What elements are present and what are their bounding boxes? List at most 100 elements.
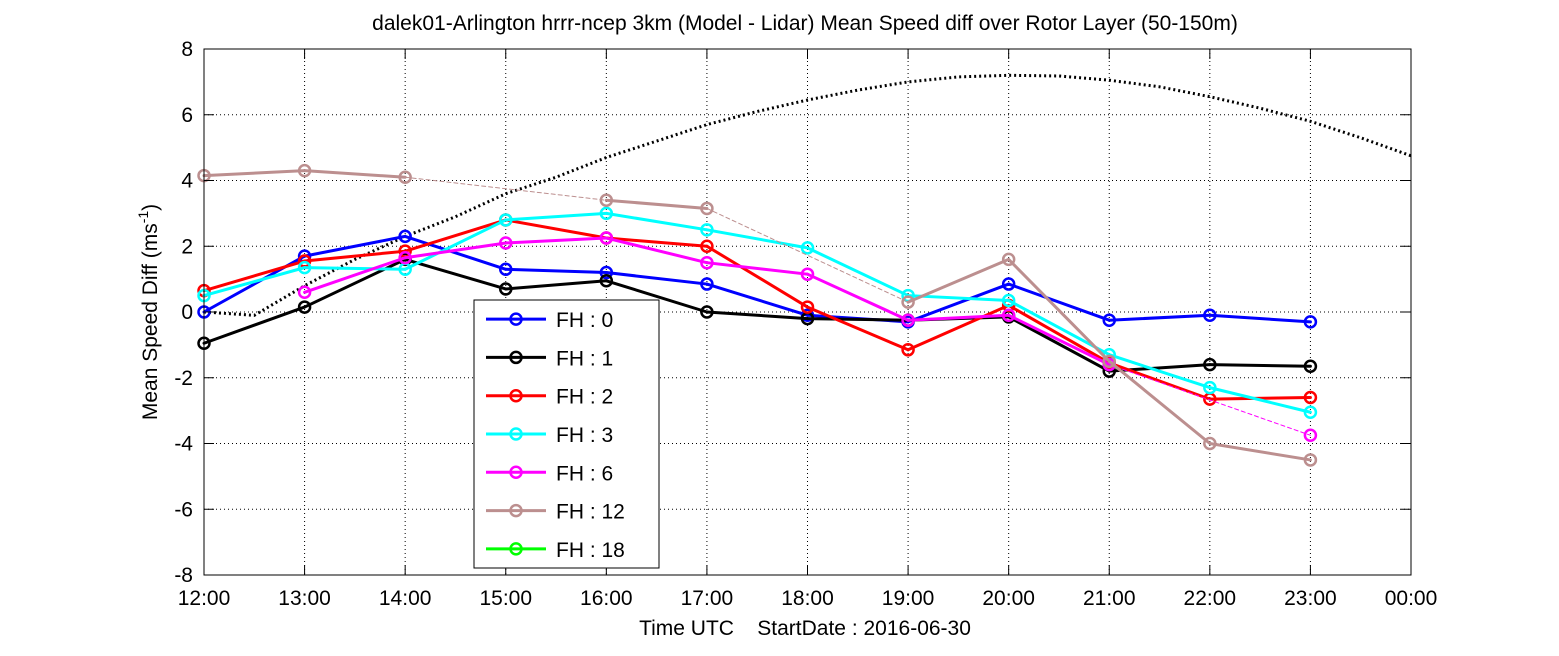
y-tick-label: -8 <box>174 564 193 587</box>
data-point <box>297 285 312 300</box>
series-line-segment <box>202 266 307 298</box>
data-point <box>1303 453 1318 467</box>
data-point <box>700 255 714 270</box>
legend-label: FH : 6 <box>556 462 613 485</box>
series-line-segment <box>1107 359 1212 445</box>
data-point <box>599 274 614 288</box>
data-point <box>700 305 714 319</box>
y-axis-label-close: ) <box>139 204 162 211</box>
data-point <box>1303 390 1318 405</box>
data-point <box>1001 252 1016 267</box>
series-line-segment <box>403 257 508 291</box>
y-axis-label-sup: -1 <box>135 211 151 224</box>
y-tick-label: 4 <box>181 170 193 193</box>
data-point <box>800 267 815 281</box>
data-point <box>297 163 312 178</box>
series-line-segment <box>504 211 608 222</box>
legend-swatch-marker <box>509 465 523 480</box>
series-line-segment <box>1007 257 1111 363</box>
y-tick-label: 0 <box>181 301 193 324</box>
axes <box>203 48 1412 576</box>
legend-swatch-marker <box>509 427 523 441</box>
series-line-segment <box>202 259 307 293</box>
series-line-segment <box>303 257 407 309</box>
data-point <box>599 206 614 221</box>
y-tick-label: 6 <box>181 104 193 127</box>
data-point <box>1102 313 1116 327</box>
series-line-segment <box>403 234 508 271</box>
data-point <box>1001 308 1016 323</box>
series-line-segment <box>1107 361 1212 401</box>
series-2 <box>197 213 1318 406</box>
data-point <box>901 295 915 309</box>
series-line-segment <box>403 241 508 260</box>
x-tick-label: 20:00 <box>982 587 1035 610</box>
legend-swatch-marker <box>509 388 523 403</box>
series-gap-connector <box>1108 364 1311 436</box>
data-point <box>398 170 412 184</box>
series-line-segment <box>504 236 608 245</box>
x-axis-label: Time UTC StartDate : 2016-06-30 <box>639 617 971 640</box>
data-point <box>800 241 815 255</box>
series-line-segment <box>705 282 809 317</box>
y-tick-label: -2 <box>174 367 193 390</box>
series-gap-connector <box>404 176 607 201</box>
series-line-segment <box>303 266 407 271</box>
data-point <box>297 260 312 275</box>
series-line-segment <box>906 282 1011 324</box>
series-line-segment <box>504 279 608 291</box>
series-line-segment <box>1007 315 1111 373</box>
data-point <box>700 277 714 291</box>
data-point <box>1001 293 1016 308</box>
series-line-segment <box>604 211 709 232</box>
series-line-segment <box>1208 395 1312 401</box>
data-point <box>398 229 412 244</box>
series-line-segment <box>906 257 1011 304</box>
series-line-segment <box>1007 313 1111 367</box>
series-line-segment <box>1208 442 1312 462</box>
x-tick-label: 15:00 <box>479 587 532 610</box>
x-tick-label: 21:00 <box>1083 587 1136 610</box>
data-point <box>1303 359 1318 373</box>
series-3 <box>197 206 1318 420</box>
series-line-segment <box>705 228 809 250</box>
legend-swatch-marker <box>509 312 523 326</box>
series-line-segment <box>806 272 910 322</box>
legend-label: FH : 12 <box>556 501 625 524</box>
series-line-segment <box>303 256 407 294</box>
data-point <box>398 251 412 265</box>
legend: FH : 0 FH : 1 FH : 2 FH : 3 FH : 6 FH : 12 FH … <box>473 299 660 569</box>
series-line-segment <box>202 305 307 345</box>
x-tick-label: 14:00 <box>379 587 432 610</box>
data-point <box>1303 428 1318 443</box>
x-tick-label: 13:00 <box>278 587 331 610</box>
series-line-segment <box>1107 353 1212 390</box>
y-axis-label-main: Mean Speed Diff (ms <box>139 223 162 420</box>
legend-label: FH : 2 <box>556 386 613 409</box>
series-line-segment <box>604 236 709 265</box>
x-tick-label: 18:00 <box>781 587 834 610</box>
series-line-segment <box>504 267 608 275</box>
series-line-segment <box>1208 363 1312 368</box>
legend-item: FH : 6 <box>486 462 613 485</box>
series-line-segment <box>504 218 608 240</box>
series-line-segment <box>1208 386 1312 414</box>
legend-item: FH : 2 <box>486 386 613 409</box>
series-line-segment <box>303 169 407 179</box>
chart-title: dalek01-Arlington hrrr-ncep 3km (Model -… <box>372 12 1238 35</box>
series-1 <box>197 252 1318 378</box>
data-point <box>1203 380 1217 395</box>
legend-item: FH : 3 <box>486 424 613 447</box>
data-point <box>499 236 513 250</box>
data-point <box>901 313 915 327</box>
series-line-segment <box>705 261 809 276</box>
legend-item: FH : 12 <box>486 501 625 524</box>
series-line-segment <box>303 249 407 263</box>
series-line-segment <box>604 279 709 314</box>
x-tick-label: 17:00 <box>681 587 734 610</box>
data-point <box>599 265 614 280</box>
y-tick-label: 2 <box>181 235 193 258</box>
series-line-segment <box>705 244 809 309</box>
legend-item: FH : 1 <box>486 347 613 370</box>
